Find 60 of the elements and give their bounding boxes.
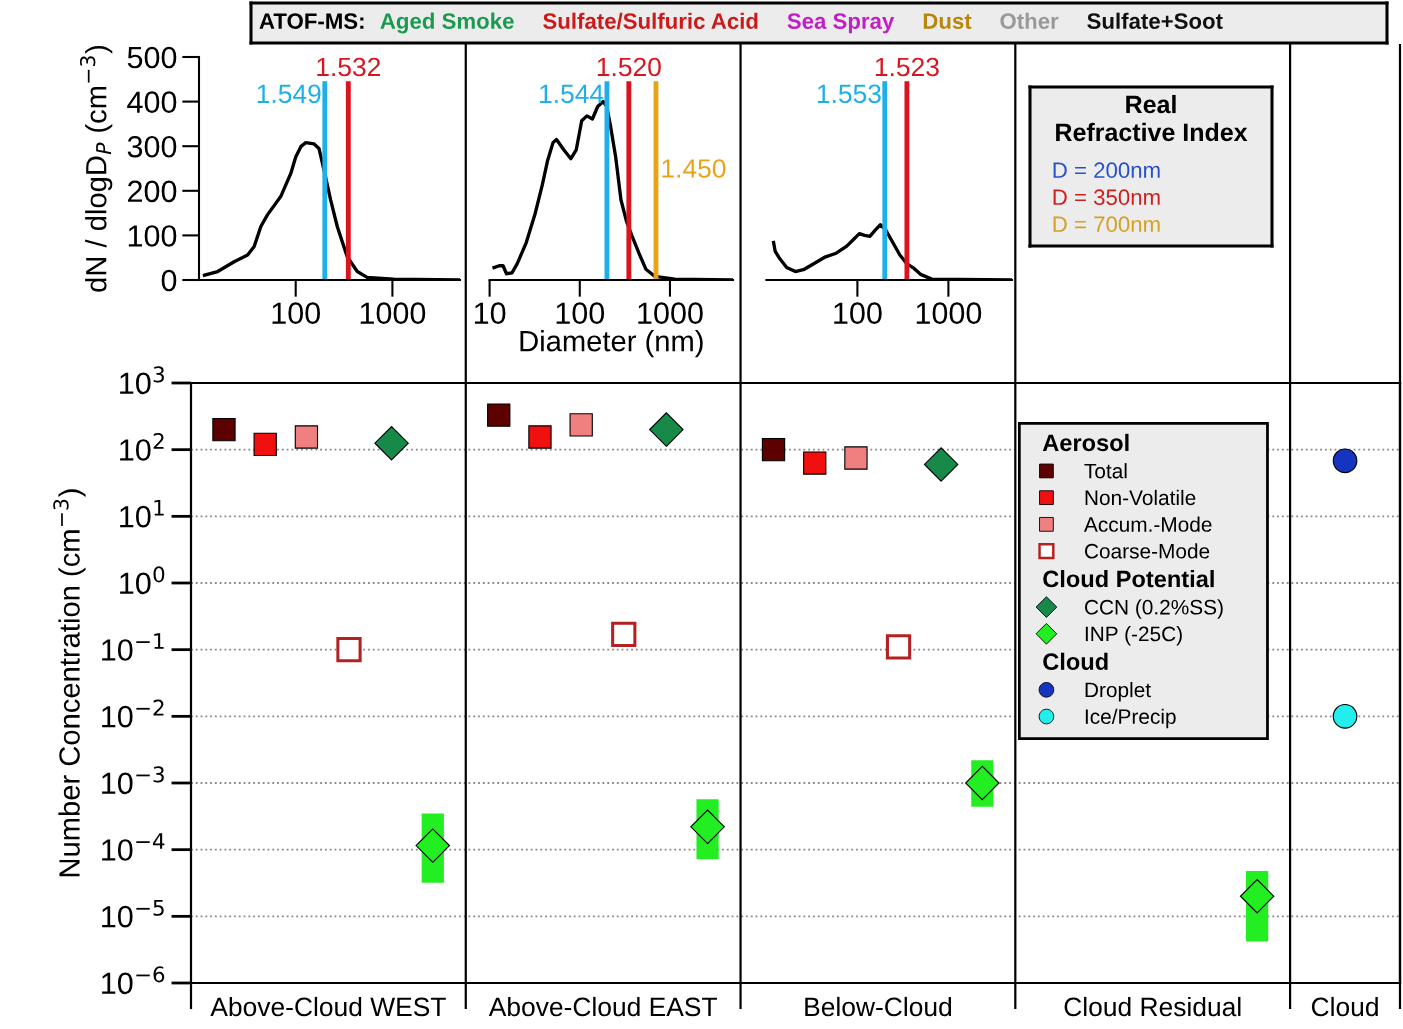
y-tick-label: 10$^{0}$ xyxy=(120,566,165,595)
x-tick-label: 100 xyxy=(834,302,882,324)
y-tick-label: 100 xyxy=(128,225,177,247)
x-tick-label: Above-Cloud WEST xyxy=(210,996,446,1017)
legend-label: INP (-25C) xyxy=(1085,626,1182,646)
annotation: Cloud xyxy=(1043,652,1108,671)
legend-label: Dust xyxy=(923,13,972,29)
y-tick-label: 10$^{2}$ xyxy=(120,432,164,461)
y-tick-label: 10$^{−3}$ xyxy=(102,766,164,795)
annotation: 1.532 xyxy=(317,57,381,77)
text: ATOF-MS: xyxy=(259,13,364,29)
legend-label: Coarse-Mode xyxy=(1084,543,1210,559)
annotation: Aerosol xyxy=(1042,433,1129,452)
y-tick-label: 500 xyxy=(127,46,177,69)
x-tick-label: 10 xyxy=(474,302,506,324)
legend-label: Aged Smoke xyxy=(380,12,514,34)
x-tick-label: 1000 xyxy=(638,302,703,324)
legend-label: Total xyxy=(1084,463,1127,479)
annotation: Cloud Potential xyxy=(1043,569,1214,588)
x-axis-title: Diameter (nm) xyxy=(520,330,703,358)
legend-label: D = 200nm xyxy=(1053,162,1160,179)
y-tick-label: 10$^{−5}$ xyxy=(102,899,164,928)
legend-label: Accum.-Mode xyxy=(1083,516,1212,532)
y-tick-label: 10$^{3}$ xyxy=(120,366,164,395)
legend-label: Sulfate+Soot xyxy=(1087,12,1223,29)
y-axis-title: Number Concentration (cm$^{−3}$) xyxy=(53,489,86,877)
y-tick-label: 300 xyxy=(127,135,177,158)
y-tick-label: 10$^{−6}$ xyxy=(102,966,165,995)
legend-label: CCN (0.2%SS) xyxy=(1084,599,1223,619)
x-tick-label: 100 xyxy=(272,302,320,324)
annotation: 1.544 xyxy=(540,84,604,104)
legend-label: Sulfate/Sulfuric Acid xyxy=(543,12,758,30)
x-tick-label: Cloud Residual xyxy=(1064,996,1241,1017)
x-tick-label: 1000 xyxy=(916,302,982,324)
legend-label: Ice/Precip xyxy=(1085,708,1176,729)
legend-label: Other xyxy=(1000,12,1059,29)
y-axis-title: dN / dlogD$_{P}$ (cm$^{−3}$) xyxy=(79,45,113,292)
x-tick-label: 1000 xyxy=(360,302,426,324)
legend-label: Non-Volatile xyxy=(1085,489,1196,506)
annotation: 1.549 xyxy=(257,84,321,104)
y-tick-label: 200 xyxy=(128,180,177,203)
x-tick-label: Cloud xyxy=(1311,996,1378,1017)
y-tick-label: 10$^{−1}$ xyxy=(102,633,164,661)
legend-label: D = 350nm xyxy=(1053,189,1160,206)
annotation: 1.520 xyxy=(597,57,661,77)
x-tick-label: 100 xyxy=(556,302,605,324)
legend-label: Droplet xyxy=(1085,682,1151,702)
legend-label: Sea Spray xyxy=(787,13,895,34)
annotation: 1.450 xyxy=(662,159,726,178)
text: Real Refractive Index xyxy=(1056,94,1248,142)
y-tick-label: 400 xyxy=(127,91,177,113)
legend-label: D = 700nm xyxy=(1053,216,1160,233)
annotation: 1.553 xyxy=(817,84,881,104)
x-tick-label: Above-Cloud EAST xyxy=(488,996,717,1017)
y-tick-label: 10$^{−4}$ xyxy=(102,833,165,861)
annotation: 1.523 xyxy=(875,57,939,77)
x-tick-label: Below-Cloud xyxy=(805,996,952,1017)
y-tick-label: 0 xyxy=(161,269,177,292)
y-tick-label: 10$^{−2}$ xyxy=(102,699,164,728)
y-tick-label: 10$^{1}$ xyxy=(120,499,164,528)
